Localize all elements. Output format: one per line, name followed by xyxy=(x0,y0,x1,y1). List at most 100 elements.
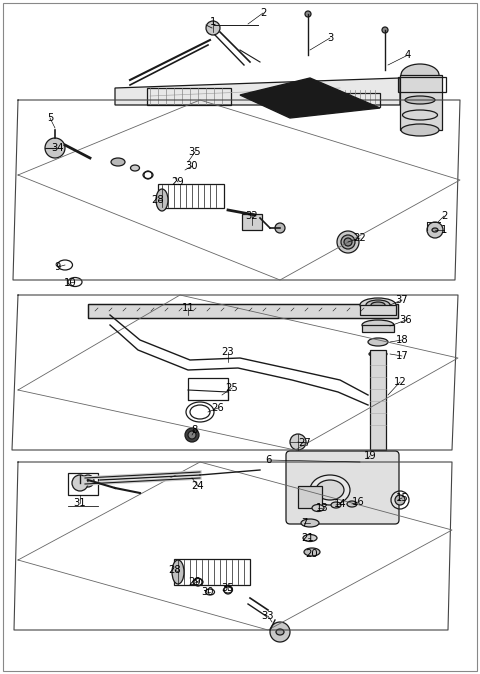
Text: 9: 9 xyxy=(55,262,61,272)
Ellipse shape xyxy=(303,534,317,541)
Text: 34: 34 xyxy=(52,143,64,153)
Text: 21: 21 xyxy=(301,533,314,543)
Ellipse shape xyxy=(405,96,435,104)
Bar xyxy=(338,93,380,107)
Ellipse shape xyxy=(276,629,284,635)
Bar xyxy=(68,473,98,495)
Text: 33: 33 xyxy=(262,611,274,621)
Circle shape xyxy=(427,222,443,238)
Ellipse shape xyxy=(301,519,319,527)
Text: 29: 29 xyxy=(189,577,202,587)
Text: 19: 19 xyxy=(364,451,376,461)
Text: 3: 3 xyxy=(327,33,333,43)
Text: 1: 1 xyxy=(441,225,447,235)
Bar xyxy=(400,75,442,130)
Text: 13: 13 xyxy=(316,503,328,513)
Text: 27: 27 xyxy=(299,438,312,448)
Text: 2: 2 xyxy=(441,211,447,221)
Circle shape xyxy=(305,11,311,17)
Text: 24: 24 xyxy=(192,481,204,491)
Bar xyxy=(360,305,396,315)
Circle shape xyxy=(244,214,260,230)
Text: 28: 28 xyxy=(168,565,181,575)
FancyBboxPatch shape xyxy=(286,451,399,524)
Ellipse shape xyxy=(395,495,405,505)
Text: 37: 37 xyxy=(396,295,408,305)
Text: 30: 30 xyxy=(202,587,214,597)
Bar xyxy=(174,559,250,585)
Text: 35: 35 xyxy=(189,147,201,157)
Polygon shape xyxy=(115,78,400,105)
Bar xyxy=(88,304,398,318)
Text: 17: 17 xyxy=(396,351,408,361)
Ellipse shape xyxy=(401,64,439,86)
Ellipse shape xyxy=(337,231,359,253)
Bar xyxy=(242,214,262,230)
Ellipse shape xyxy=(310,475,350,505)
Bar xyxy=(158,184,224,208)
Text: 14: 14 xyxy=(334,499,346,509)
Ellipse shape xyxy=(347,501,357,507)
Text: 8: 8 xyxy=(192,425,198,435)
Ellipse shape xyxy=(369,453,391,463)
Ellipse shape xyxy=(344,238,352,246)
Ellipse shape xyxy=(362,320,394,330)
Ellipse shape xyxy=(360,298,396,312)
Ellipse shape xyxy=(403,110,437,120)
Text: 2: 2 xyxy=(260,8,266,18)
Circle shape xyxy=(45,138,65,158)
Ellipse shape xyxy=(360,460,370,464)
Ellipse shape xyxy=(188,431,196,439)
Ellipse shape xyxy=(401,124,439,136)
Ellipse shape xyxy=(156,189,168,211)
Text: 30: 30 xyxy=(186,161,198,171)
Circle shape xyxy=(270,622,290,642)
Text: 31: 31 xyxy=(74,498,86,508)
Bar xyxy=(188,378,228,400)
Ellipse shape xyxy=(304,548,320,556)
Ellipse shape xyxy=(172,560,184,584)
Ellipse shape xyxy=(131,165,140,171)
Circle shape xyxy=(275,223,285,233)
Text: 28: 28 xyxy=(152,195,164,205)
Text: 5: 5 xyxy=(47,113,53,123)
Ellipse shape xyxy=(432,228,438,232)
Ellipse shape xyxy=(366,300,390,310)
Text: 16: 16 xyxy=(352,497,364,507)
Ellipse shape xyxy=(316,480,344,500)
Text: 7: 7 xyxy=(301,518,307,528)
Bar xyxy=(370,350,386,450)
Text: 15: 15 xyxy=(396,493,408,503)
Bar xyxy=(398,77,446,92)
Ellipse shape xyxy=(82,475,94,487)
Text: 6: 6 xyxy=(265,455,271,465)
Ellipse shape xyxy=(369,351,387,357)
Text: 25: 25 xyxy=(226,383,239,393)
Text: 10: 10 xyxy=(64,278,76,288)
Polygon shape xyxy=(240,78,380,118)
Circle shape xyxy=(290,434,306,450)
Circle shape xyxy=(382,27,388,33)
Ellipse shape xyxy=(341,235,355,249)
Text: 36: 36 xyxy=(400,315,412,325)
Ellipse shape xyxy=(312,505,324,512)
Bar xyxy=(298,486,322,508)
Text: 23: 23 xyxy=(222,347,234,357)
Ellipse shape xyxy=(185,428,199,442)
Text: 29: 29 xyxy=(172,177,184,187)
Text: 22: 22 xyxy=(354,233,366,243)
Ellipse shape xyxy=(331,502,341,508)
Bar xyxy=(147,88,231,105)
Bar xyxy=(362,325,394,332)
Text: 18: 18 xyxy=(396,335,408,345)
Text: 4: 4 xyxy=(405,50,411,60)
Circle shape xyxy=(206,21,220,35)
Text: 35: 35 xyxy=(222,583,234,593)
Bar xyxy=(88,304,398,318)
Text: 20: 20 xyxy=(306,549,318,559)
Circle shape xyxy=(72,475,88,491)
Text: 11: 11 xyxy=(181,303,194,313)
Text: 1: 1 xyxy=(210,17,216,27)
Text: 12: 12 xyxy=(394,377,407,387)
Ellipse shape xyxy=(368,338,388,346)
